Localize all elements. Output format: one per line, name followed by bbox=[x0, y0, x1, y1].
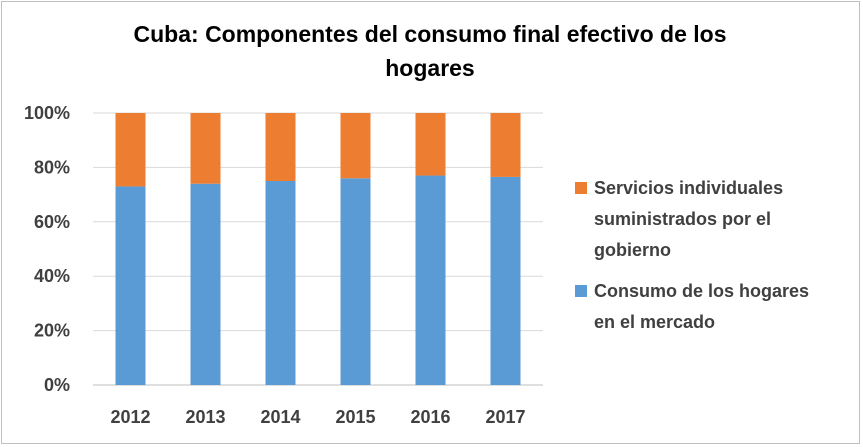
x-tick-label: 2013 bbox=[185, 407, 225, 427]
chart-title-line-1: Cuba: Componentes del consumo final efec… bbox=[134, 21, 727, 47]
legend-label-line: Consumo de los hogares bbox=[594, 281, 809, 301]
gridlines bbox=[93, 112, 543, 386]
bar-servicios-gobierno bbox=[490, 113, 521, 177]
bar-consumo-hogares bbox=[265, 181, 296, 385]
legend-label-line: suministrados por el bbox=[594, 209, 771, 229]
x-tick-label: 2017 bbox=[485, 407, 525, 427]
y-tick-label: 20% bbox=[34, 321, 70, 341]
bar-servicios-gobierno bbox=[415, 113, 446, 176]
bar-consumo-hogares bbox=[190, 183, 221, 385]
x-tick-label: 2012 bbox=[110, 407, 150, 427]
legend-swatch bbox=[575, 182, 587, 194]
bar-consumo-hogares bbox=[115, 186, 146, 385]
bar-servicios-gobierno bbox=[190, 113, 221, 184]
legend: Servicios individuales suministrados por … bbox=[575, 178, 809, 332]
chart-title-line-2: hogares bbox=[385, 55, 474, 81]
x-tick-label: 2015 bbox=[335, 407, 375, 427]
y-axis-tick-labels: 0% 20% 40% 60% 80% 100% bbox=[24, 103, 70, 395]
bar-servicios-gobierno bbox=[265, 113, 296, 181]
y-tick-label: 60% bbox=[34, 212, 70, 232]
y-tick-label: 40% bbox=[34, 266, 70, 286]
chart-title: Cuba: Componentes del consumo final efec… bbox=[134, 21, 727, 81]
y-tick-label: 100% bbox=[24, 103, 70, 123]
y-tick-label: 80% bbox=[34, 157, 70, 177]
legend-label-line: gobierno bbox=[594, 240, 671, 260]
legend-label-line: en el mercado bbox=[594, 312, 715, 332]
bar-consumo-hogares bbox=[340, 178, 371, 385]
bar-consumo-hogares bbox=[415, 175, 446, 385]
x-tick-label: 2014 bbox=[260, 407, 300, 427]
bar-servicios-gobierno bbox=[115, 113, 146, 187]
legend-label-line: Servicios individuales bbox=[594, 178, 783, 198]
bars bbox=[115, 113, 521, 385]
bar-servicios-gobierno bbox=[340, 113, 371, 179]
x-tick-label: 2016 bbox=[410, 407, 450, 427]
x-axis-tick-labels: 2012 2013 2014 2015 2016 2017 bbox=[110, 407, 525, 427]
y-tick-label: 0% bbox=[44, 375, 70, 395]
legend-swatch bbox=[575, 285, 587, 297]
bar-consumo-hogares bbox=[490, 176, 521, 385]
